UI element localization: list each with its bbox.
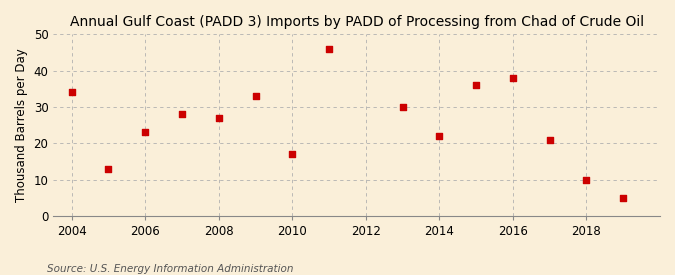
Point (544, 138, 555, 142)
Point (508, 76, 518, 80)
Y-axis label: Thousand Barrels per Day: Thousand Barrels per Day (15, 48, 28, 202)
Point (213, 116, 224, 120)
Point (434, 134, 445, 138)
Title: Annual Gulf Coast (PADD 3) Imports by PADD of Processing from Chad of Crude Oil: Annual Gulf Coast (PADD 3) Imports by PA… (70, 15, 644, 29)
Point (250, 94, 261, 98)
Point (324, 47, 335, 51)
Point (618, 196, 628, 200)
Point (103, 167, 114, 171)
Point (581, 177, 592, 182)
Point (140, 130, 151, 135)
Point (470, 83, 481, 87)
Point (177, 112, 188, 116)
Text: Source: U.S. Energy Information Administration: Source: U.S. Energy Information Administ… (47, 264, 294, 274)
Point (66, 90, 77, 95)
Point (397, 105, 408, 109)
Point (287, 152, 298, 156)
